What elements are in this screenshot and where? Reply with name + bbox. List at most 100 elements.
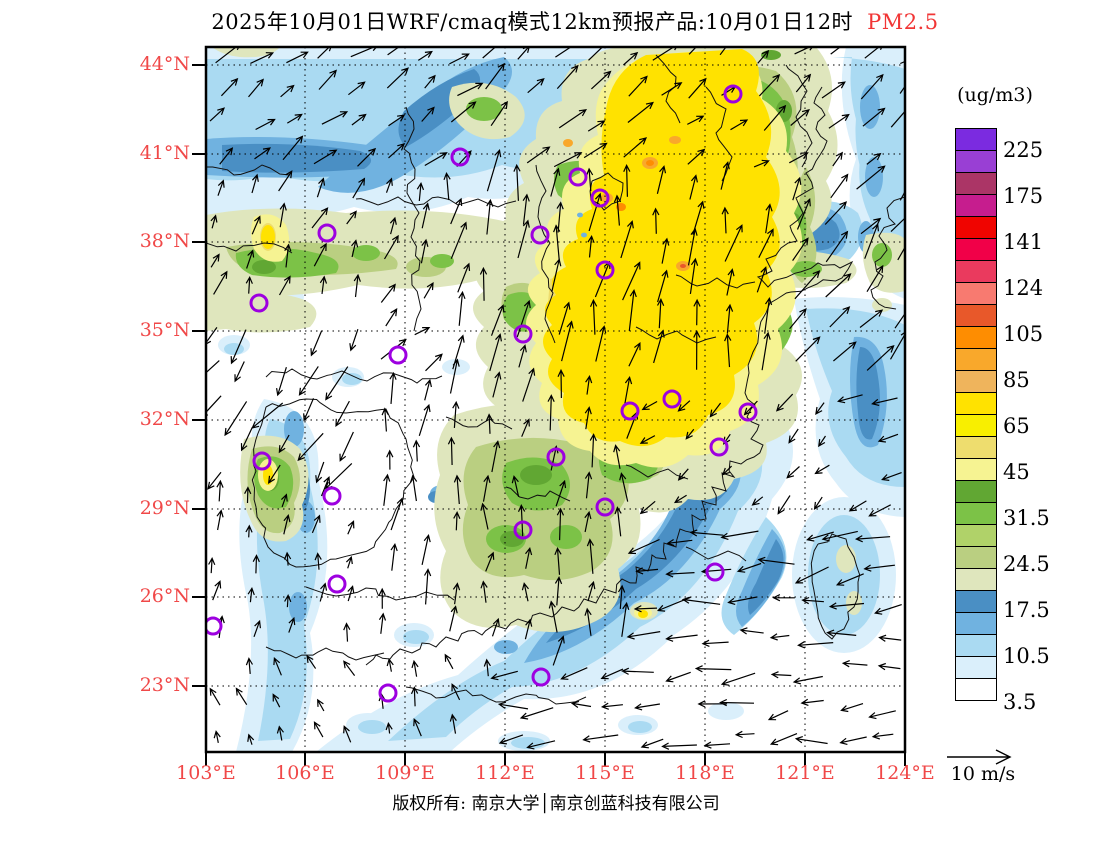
lat-label: 38°N xyxy=(139,230,190,252)
wind-arrow xyxy=(792,176,802,201)
wind-arrow xyxy=(899,184,905,201)
legend-value: 225 xyxy=(1003,138,1044,162)
wind-arrow xyxy=(623,51,639,66)
wind-arrow xyxy=(689,529,724,537)
wind-arrow xyxy=(555,47,577,58)
legend-color-box xyxy=(955,634,997,657)
wind-scale-label: 10 m/s xyxy=(950,763,1016,785)
legend-color-box xyxy=(955,458,997,481)
wind-arrow xyxy=(553,152,583,168)
wind-arrow xyxy=(316,177,326,198)
wind-arrow xyxy=(357,147,377,167)
wind-arrow xyxy=(795,336,821,362)
wind-arrow xyxy=(730,119,749,131)
wind-arrow xyxy=(796,198,811,230)
city-marker xyxy=(530,225,550,245)
city-marker xyxy=(595,260,615,280)
wind-arrow xyxy=(247,733,255,745)
wind-arrow xyxy=(757,556,795,565)
wind-arrow xyxy=(829,306,851,328)
wind-arrow xyxy=(248,78,264,98)
wind-arrow xyxy=(489,333,502,372)
wind-arrow xyxy=(303,398,315,422)
wind-arrow xyxy=(388,142,406,159)
city-marker xyxy=(546,447,566,467)
wind-arrow xyxy=(234,361,245,383)
wind-arrow xyxy=(763,104,787,131)
wind-arrow xyxy=(557,368,565,399)
wind-arrow xyxy=(840,703,864,713)
wind-arrow xyxy=(719,47,727,56)
wind-arrow xyxy=(245,275,253,294)
wind-arrow xyxy=(617,584,626,609)
wind-arrow xyxy=(814,464,830,475)
wind-arrow xyxy=(443,171,451,201)
wind-arrow xyxy=(209,687,221,706)
wind-arrow xyxy=(626,631,661,640)
wind-arrow xyxy=(389,216,397,235)
wind-arrow xyxy=(490,100,508,127)
wind-arrow xyxy=(283,551,292,566)
wind-arrow xyxy=(600,702,623,710)
wind-arrow xyxy=(388,114,406,127)
wind-arrow xyxy=(278,434,290,454)
wind-arrow xyxy=(491,440,501,473)
legend-color-box xyxy=(955,678,997,701)
boundary-line xyxy=(265,646,385,661)
wind-arrow xyxy=(633,605,658,613)
wind-arrow xyxy=(220,77,239,97)
wind-arrow xyxy=(485,62,505,90)
wind-arrow xyxy=(457,262,471,293)
wind-arrow xyxy=(687,227,698,266)
wind-arrow xyxy=(317,698,325,712)
lon-label: 121°E xyxy=(775,762,835,784)
wind-arrow xyxy=(640,738,664,749)
wind-arrow xyxy=(217,179,225,196)
wind-arrow xyxy=(868,504,891,517)
wind-arrow xyxy=(219,147,234,165)
wind-arrow xyxy=(756,266,768,293)
wind-arrow xyxy=(828,113,850,129)
wind-arrow xyxy=(519,707,554,720)
wind-arrow xyxy=(839,736,867,745)
wind-arrow xyxy=(351,239,359,258)
wind-arrow xyxy=(859,309,884,328)
wind-arrow xyxy=(621,667,654,675)
legend-color-box xyxy=(955,150,997,173)
wind-arrow xyxy=(789,152,809,164)
legend-color-box xyxy=(955,502,997,525)
wind-arrow xyxy=(871,397,898,406)
wind-arrow xyxy=(414,327,431,336)
wind-arrow xyxy=(482,474,491,502)
wind-arrow xyxy=(385,308,398,327)
wind-arrow xyxy=(792,675,823,685)
wind-arrow xyxy=(665,671,691,683)
wind-arrow xyxy=(586,538,595,574)
wind-arrow xyxy=(806,531,834,542)
wind-arrow xyxy=(346,210,357,225)
lat-label: 32°N xyxy=(139,408,190,430)
wind-arrow xyxy=(619,472,629,502)
wind-arrow xyxy=(899,80,905,94)
boundary-line xyxy=(365,154,854,666)
wind-arrow xyxy=(877,433,899,443)
wind-arrow xyxy=(385,177,393,193)
wind-arrow xyxy=(314,552,322,570)
wind-arrow xyxy=(250,52,275,64)
legend-value: 24.5 xyxy=(1003,552,1050,576)
wind-arrow xyxy=(348,81,366,96)
wind-arrow xyxy=(490,304,505,336)
wind-arrow xyxy=(795,73,812,93)
city-marker xyxy=(620,401,640,421)
wind-arrow xyxy=(866,264,884,293)
wind-arrow xyxy=(497,701,529,710)
wind-arrow xyxy=(687,148,706,165)
wind-arrow xyxy=(860,73,884,100)
wind-arrow xyxy=(449,53,470,65)
wind-arrow xyxy=(624,375,633,405)
wind-arrow xyxy=(685,428,695,440)
wind-arrow xyxy=(848,500,867,512)
wind-arrow xyxy=(485,551,495,572)
wind-arrow xyxy=(587,580,596,602)
wind-arrow xyxy=(877,662,901,671)
